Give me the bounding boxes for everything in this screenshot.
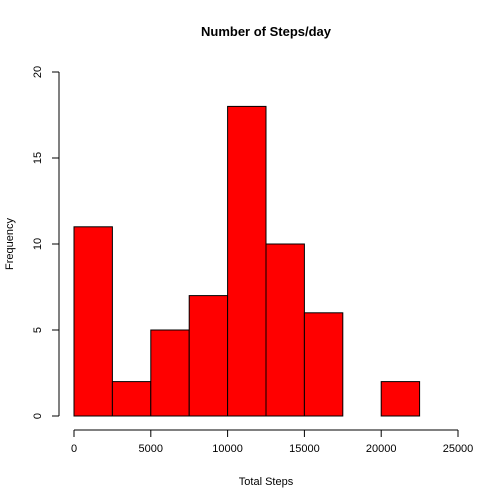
histogram-bar — [303, 312, 344, 417]
histogram-bar — [73, 226, 113, 417]
y-tick-label: 0 — [32, 413, 44, 419]
histogram-bar — [188, 295, 229, 417]
x-axis: 0 5000 10000 15000 20000 25000 — [71, 429, 474, 455]
histogram-bar — [265, 243, 305, 417]
x-tick-label: 25000 — [443, 443, 474, 455]
x-tick-label: 5000 — [139, 443, 163, 455]
y-axis: 0 5 10 15 20 — [32, 66, 60, 419]
histogram-bar — [111, 381, 152, 417]
x-tick-label: 0 — [71, 443, 77, 455]
y-axis-label: Frequency — [4, 218, 16, 270]
histogram-bar — [380, 381, 421, 417]
x-tick-label: 10000 — [212, 443, 243, 455]
x-axis-label: Total Steps — [239, 476, 294, 488]
x-tick-label: 20000 — [366, 443, 397, 455]
y-tick-label: 15 — [32, 152, 44, 164]
y-tick-label: 10 — [32, 238, 44, 250]
chart-title: Number of Steps/day — [201, 24, 332, 39]
histogram-bar — [150, 329, 190, 417]
y-tick-label: 5 — [32, 327, 44, 333]
bars — [73, 105, 421, 417]
x-tick-label: 15000 — [289, 443, 320, 455]
y-tick-label: 20 — [32, 66, 44, 78]
histogram-bar — [227, 105, 267, 417]
